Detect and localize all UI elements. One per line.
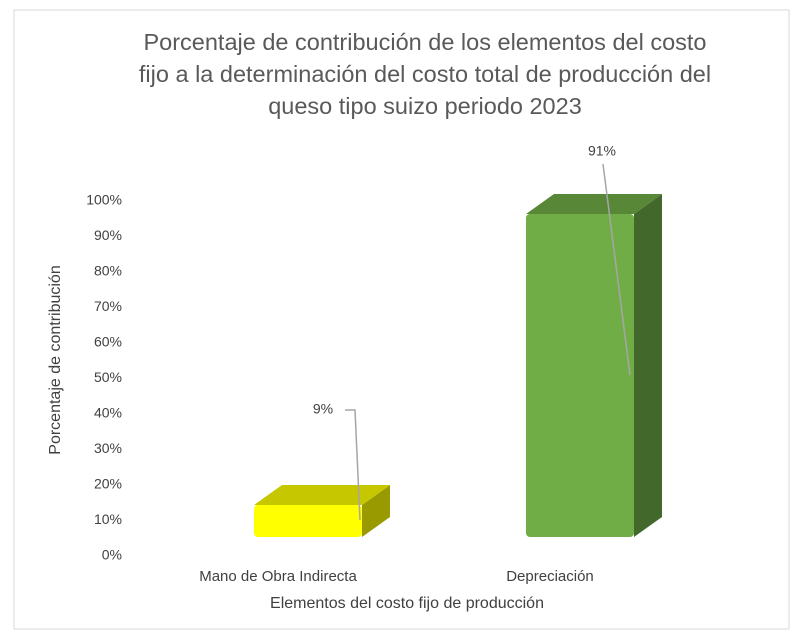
y-tick-label: 20% [94, 476, 122, 492]
y-axis-title: Porcentaje de contribución [47, 265, 64, 454]
data-label: 9% [313, 401, 333, 417]
y-tick-label: 40% [94, 405, 122, 421]
chart-title: Porcentaje de contribución de los elemen… [138, 29, 712, 119]
y-tick-label: 90% [94, 227, 122, 243]
bar [526, 213, 634, 537]
bar-top [526, 193, 662, 214]
bar [254, 505, 362, 537]
leader-line [602, 163, 631, 376]
y-tick-label: 100% [86, 192, 122, 208]
x-axis-title: Elementos del costo fijo de producción [270, 595, 544, 612]
data-label: 91% [588, 143, 616, 159]
y-tick-label: 70% [94, 298, 122, 314]
y-tick-label: 30% [94, 440, 122, 456]
y-tick-label: 50% [94, 369, 122, 385]
x-tick-label: Depreciación [506, 568, 594, 585]
bar-side [362, 485, 390, 537]
leader-line [345, 409, 361, 521]
bar-top [254, 485, 390, 506]
y-tick-label: 60% [94, 334, 122, 350]
y-tick-label: 10% [94, 511, 122, 527]
bar-side [634, 193, 662, 537]
y-tick-label: 80% [94, 263, 122, 279]
chart-border [13, 9, 790, 630]
x-tick-label: Mano de Obra Indirecta [199, 568, 357, 585]
y-tick-label: 0% [102, 547, 122, 563]
